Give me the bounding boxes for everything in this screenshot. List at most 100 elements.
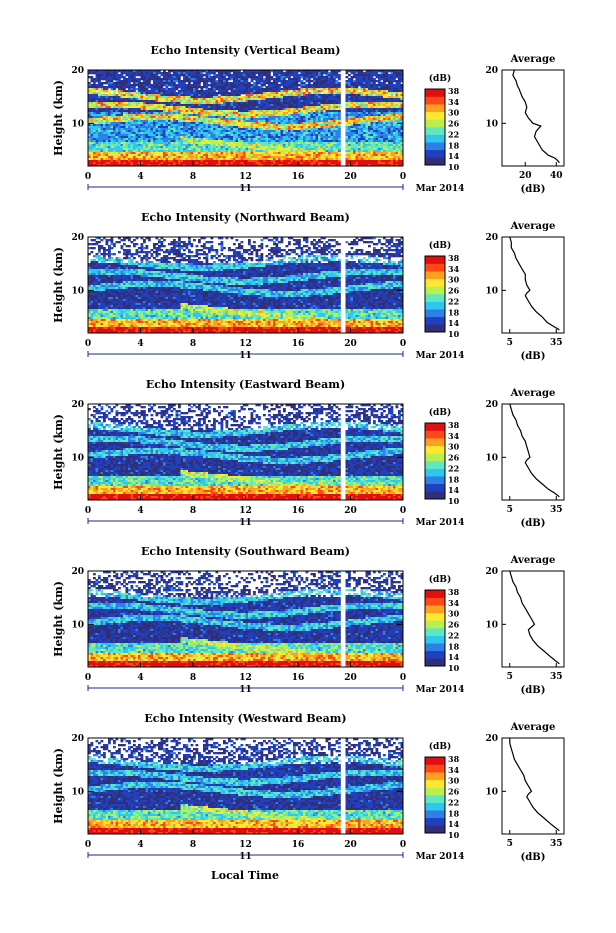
heatmap-cell	[116, 78, 119, 80]
heatmap-cell	[101, 136, 104, 138]
heatmap-cell	[366, 110, 369, 112]
heatmap-cell	[386, 84, 389, 86]
heatmap-cell	[238, 82, 241, 84]
heatmap-cell	[206, 108, 209, 110]
heatmap-cell	[376, 100, 379, 102]
heatmap-cell	[188, 76, 191, 78]
heatmap-cell	[96, 104, 99, 106]
heatmap-cell	[151, 150, 154, 152]
heatmap-cell	[231, 102, 234, 104]
heatmap-cell	[363, 106, 366, 108]
heatmap-cell	[316, 124, 319, 126]
heatmap-cell	[283, 114, 286, 116]
heatmap-cell	[306, 132, 309, 134]
heatmap-cell	[291, 134, 294, 136]
heatmap-cell	[231, 114, 234, 116]
heatmap-cell	[91, 88, 94, 90]
heatmap-cell	[328, 126, 331, 128]
heatmap-cell	[333, 114, 336, 116]
heatmap-cell	[138, 84, 141, 86]
heatmap-cell	[181, 112, 184, 114]
heatmap-cell	[381, 112, 384, 114]
heatmap-cell	[326, 150, 329, 152]
heatmap-cell	[253, 142, 256, 144]
heatmap-cell	[111, 142, 114, 144]
heatmap-cell	[236, 146, 239, 148]
heatmap-cell	[108, 106, 111, 108]
heatmap-cell	[338, 94, 341, 96]
heatmap-cell	[183, 124, 186, 126]
heatmap-cell	[248, 96, 251, 98]
heatmap-cell	[376, 98, 379, 100]
heatmap-cell	[123, 72, 126, 74]
heatmap-cell	[288, 146, 291, 148]
heatmap-cell	[148, 104, 151, 106]
heatmap-cell	[156, 94, 159, 96]
heatmap-cell	[118, 148, 121, 150]
heatmap-cell	[273, 118, 276, 120]
heatmap-cell	[168, 148, 171, 150]
heatmap-cell	[191, 114, 194, 116]
heatmap-cell	[248, 112, 251, 114]
heatmap-cell	[388, 102, 391, 104]
heatmap-cell	[238, 78, 241, 80]
heatmap-cell	[351, 120, 354, 122]
heatmap-cell	[316, 86, 319, 88]
heatmap-cell	[228, 134, 231, 136]
heatmap-cell	[256, 128, 259, 130]
heatmap-cell	[233, 112, 236, 114]
heatmap-cell	[261, 88, 264, 90]
heatmap-cell	[196, 108, 199, 110]
heatmap-cell	[183, 112, 186, 114]
heatmap-cell	[121, 92, 124, 94]
heatmap-cell	[281, 90, 284, 92]
heatmap-cell	[168, 136, 171, 138]
heatmap-cell	[91, 150, 94, 152]
heatmap-cell	[368, 126, 371, 128]
heatmap-cell	[313, 86, 316, 88]
heatmap-cell	[251, 130, 254, 132]
heatmap-cell	[276, 146, 279, 148]
heatmap-cell	[331, 104, 334, 106]
heatmap-cell	[188, 140, 191, 142]
heatmap-cell	[211, 96, 214, 98]
heatmap-cell	[201, 98, 204, 100]
heatmap-cell	[128, 88, 131, 90]
heatmap-cell	[393, 132, 396, 134]
heatmap-cell	[151, 76, 154, 78]
heatmap-cell	[346, 130, 349, 132]
heatmap-cell	[98, 116, 101, 118]
heatmap-cell	[358, 76, 361, 78]
heatmap-cell	[216, 134, 219, 136]
heatmap-cell	[136, 104, 139, 106]
heatmap-cell	[378, 88, 381, 90]
heatmap-cell	[221, 144, 224, 146]
heatmap-cell	[148, 136, 151, 138]
heatmap-cell	[93, 150, 96, 152]
heatmap-cell	[216, 150, 219, 152]
heatmap-cell	[181, 88, 184, 90]
heatmap-cell	[396, 148, 399, 150]
heatmap-cell	[298, 92, 301, 94]
heatmap-cell	[186, 142, 189, 144]
heatmap-cell	[211, 144, 214, 146]
heatmap-cell	[268, 88, 271, 90]
heatmap-cell	[216, 88, 219, 90]
heatmap-cell	[116, 120, 119, 122]
heatmap-cell	[266, 102, 269, 104]
heatmap-cell	[201, 148, 204, 150]
heatmap-cell	[368, 132, 371, 134]
heatmap-cell	[193, 138, 196, 140]
heatmap-cell	[218, 96, 221, 98]
heatmap-cell	[313, 112, 316, 114]
heatmap-cell	[398, 86, 401, 88]
heatmap-cell	[233, 148, 236, 150]
heatmap-cell	[373, 88, 376, 90]
heatmap-cell	[371, 118, 374, 120]
heatmap-cell	[178, 128, 181, 130]
heatmap-cell	[148, 102, 151, 104]
heatmap-cell	[353, 132, 356, 134]
heatmap-cell	[366, 124, 369, 126]
heatmap-cell	[223, 142, 226, 144]
heatmap-cell	[131, 78, 134, 80]
